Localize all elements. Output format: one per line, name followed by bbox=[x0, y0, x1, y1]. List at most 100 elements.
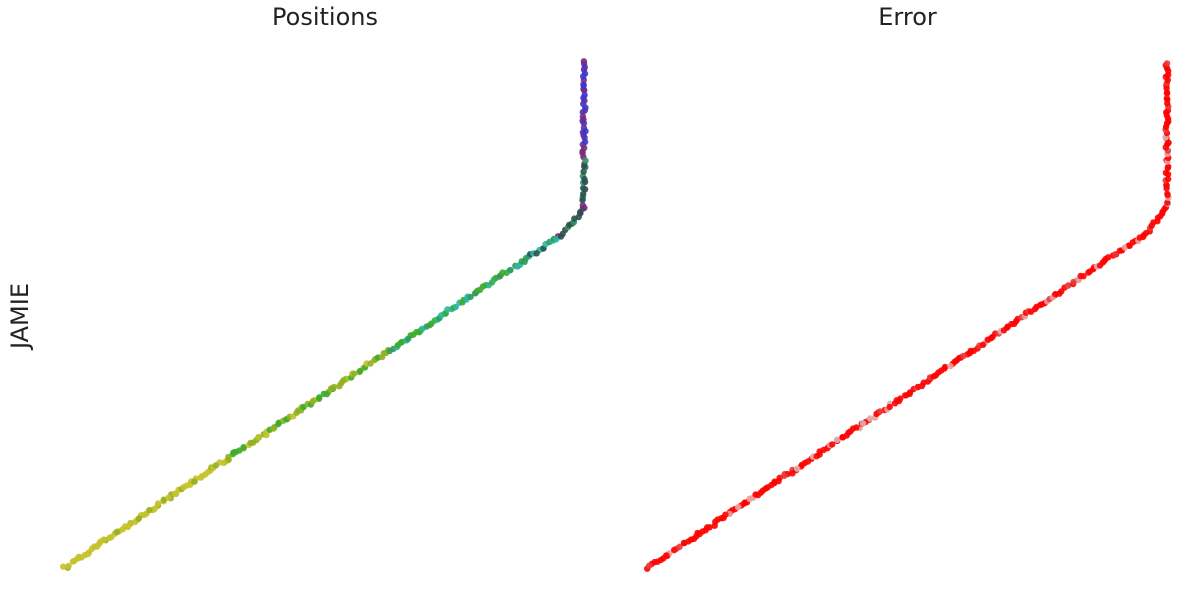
scatter-point bbox=[356, 367, 364, 375]
scatter-point bbox=[100, 536, 107, 543]
scatter-point bbox=[106, 534, 113, 541]
scatter-point bbox=[579, 113, 587, 120]
scatter-point bbox=[198, 473, 206, 480]
scatter-point bbox=[580, 58, 588, 65]
scatter-point bbox=[579, 196, 586, 204]
scatter-point bbox=[746, 495, 753, 502]
scatter-point bbox=[654, 558, 661, 565]
scatter-point bbox=[212, 462, 220, 469]
scatter-point bbox=[467, 293, 474, 301]
scatter-point bbox=[859, 420, 867, 427]
scatter-point bbox=[970, 347, 977, 354]
scatter-point bbox=[533, 250, 540, 257]
scatter-point bbox=[906, 389, 914, 396]
scatter-point bbox=[204, 468, 212, 476]
scatter-point bbox=[759, 487, 766, 494]
scatter-point bbox=[793, 465, 801, 472]
positions-scatter-plot bbox=[60, 58, 589, 571]
scatter-point bbox=[1038, 301, 1046, 308]
scatter-point bbox=[127, 520, 134, 527]
scatter-point bbox=[1070, 278, 1077, 286]
row-label: JAMIE bbox=[6, 282, 34, 350]
scatter-point bbox=[65, 562, 72, 570]
scatter-point bbox=[1164, 199, 1171, 206]
scatter-point bbox=[165, 494, 172, 501]
scatter-point bbox=[1164, 191, 1171, 199]
scatter-point bbox=[941, 365, 948, 372]
scatter-point bbox=[849, 425, 857, 432]
scatter-point bbox=[722, 511, 729, 518]
scatter-point bbox=[947, 362, 954, 370]
scatter-point bbox=[507, 266, 514, 274]
scatter-point bbox=[735, 503, 742, 511]
positions-title: Positions bbox=[272, 3, 378, 31]
scatter-point bbox=[191, 478, 198, 485]
scatter-point bbox=[660, 555, 667, 562]
scatter-point bbox=[84, 550, 92, 558]
scatter-point bbox=[741, 499, 748, 506]
scatter-point bbox=[754, 491, 762, 499]
scatter-point bbox=[581, 175, 588, 183]
scatter-point bbox=[122, 523, 129, 530]
scatter-point bbox=[1164, 175, 1172, 183]
scatter-point bbox=[293, 409, 300, 416]
scatter-point bbox=[240, 444, 247, 451]
scatter-point bbox=[404, 335, 412, 343]
scatter-point bbox=[171, 490, 179, 497]
scatter-point bbox=[330, 383, 338, 391]
scatter-point bbox=[581, 138, 589, 146]
scatter-point bbox=[1105, 254, 1112, 261]
scatter-point bbox=[69, 558, 77, 565]
scatter-point bbox=[1080, 273, 1087, 280]
scatter-point bbox=[309, 398, 316, 405]
scatter-point bbox=[255, 433, 262, 441]
scatter-point bbox=[275, 420, 282, 428]
scatter-point bbox=[714, 516, 721, 523]
scatter-point bbox=[1165, 163, 1172, 170]
scatter-point bbox=[323, 391, 330, 398]
scatter-point bbox=[518, 258, 525, 265]
scatter-point bbox=[160, 496, 167, 503]
scatter-point bbox=[263, 431, 270, 439]
positions-panel: Positions bbox=[40, 0, 610, 600]
scatter-point bbox=[438, 312, 445, 319]
scatter-point bbox=[135, 515, 143, 522]
scatter-point bbox=[833, 436, 841, 443]
scatter-point bbox=[886, 403, 893, 411]
scatter-point bbox=[113, 528, 121, 536]
scatter-point bbox=[702, 527, 709, 534]
scatter-point bbox=[820, 446, 827, 454]
scatter-point bbox=[771, 480, 778, 487]
scatter-point bbox=[781, 472, 788, 479]
scatter-point bbox=[914, 383, 922, 391]
scatter-point bbox=[1163, 95, 1170, 102]
scatter-point bbox=[93, 543, 101, 550]
scatter-point bbox=[829, 441, 836, 448]
scatter-point bbox=[680, 539, 688, 547]
scatter-point bbox=[876, 408, 884, 415]
scatter-point bbox=[582, 157, 589, 164]
scatter-point bbox=[1140, 232, 1147, 239]
scatter-point bbox=[687, 536, 695, 543]
scatter-point bbox=[1163, 60, 1171, 67]
scatter-point bbox=[581, 163, 588, 170]
scatter-point bbox=[340, 377, 347, 384]
scatter-point bbox=[230, 449, 237, 456]
scatter-point bbox=[479, 283, 487, 290]
scatter-point bbox=[580, 184, 587, 192]
scatter-point bbox=[270, 425, 277, 432]
scatter-point bbox=[452, 303, 459, 311]
scatter-point bbox=[60, 563, 67, 570]
scatter-point bbox=[1162, 169, 1170, 176]
scatter-point bbox=[580, 82, 587, 90]
error-panel: Error bbox=[620, 0, 1195, 600]
scatter-point bbox=[789, 470, 796, 477]
scatter-point bbox=[78, 554, 85, 561]
scatter-point bbox=[960, 352, 967, 360]
scatter-point bbox=[225, 453, 232, 461]
scatter-point bbox=[798, 461, 806, 468]
scatter-point bbox=[88, 545, 96, 552]
scatter-point bbox=[553, 236, 560, 243]
scatter-point bbox=[1064, 282, 1072, 289]
